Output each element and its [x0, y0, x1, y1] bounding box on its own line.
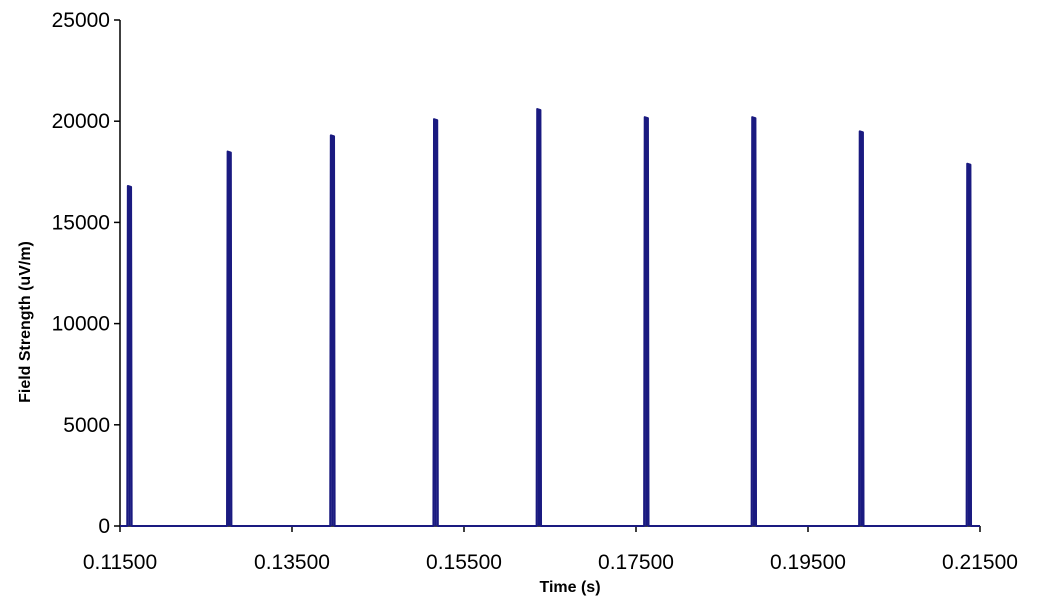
y-tick-label: 25000: [52, 9, 110, 32]
series-line: [120, 108, 980, 527]
y-tick-label: 20000: [52, 110, 110, 133]
y-axis-title: Field Strength (uV/m): [17, 241, 34, 403]
series-path: [120, 108, 980, 527]
x-tick-label: 0.21500: [942, 551, 1018, 574]
y-tick-label: 10000: [52, 313, 110, 336]
x-tick-label: 0.11500: [83, 551, 157, 574]
y-tick-label: 5000: [63, 414, 110, 437]
x-tick-label: 0.13500: [254, 551, 330, 574]
x-tick-label: 0.15500: [426, 551, 502, 574]
y-tick-label: 0: [98, 515, 110, 538]
x-tick-label: 0.17500: [598, 551, 674, 574]
x-axis-title: Time (s): [539, 579, 600, 596]
y-tick-label: 15000: [52, 211, 110, 234]
tick-labels: 0 5000 10000 15000 20000 25000 0.11500 0.13500 0…: [52, 9, 1018, 574]
y-axis: [114, 19, 121, 527]
x-tick-label: 0.19500: [770, 551, 846, 574]
